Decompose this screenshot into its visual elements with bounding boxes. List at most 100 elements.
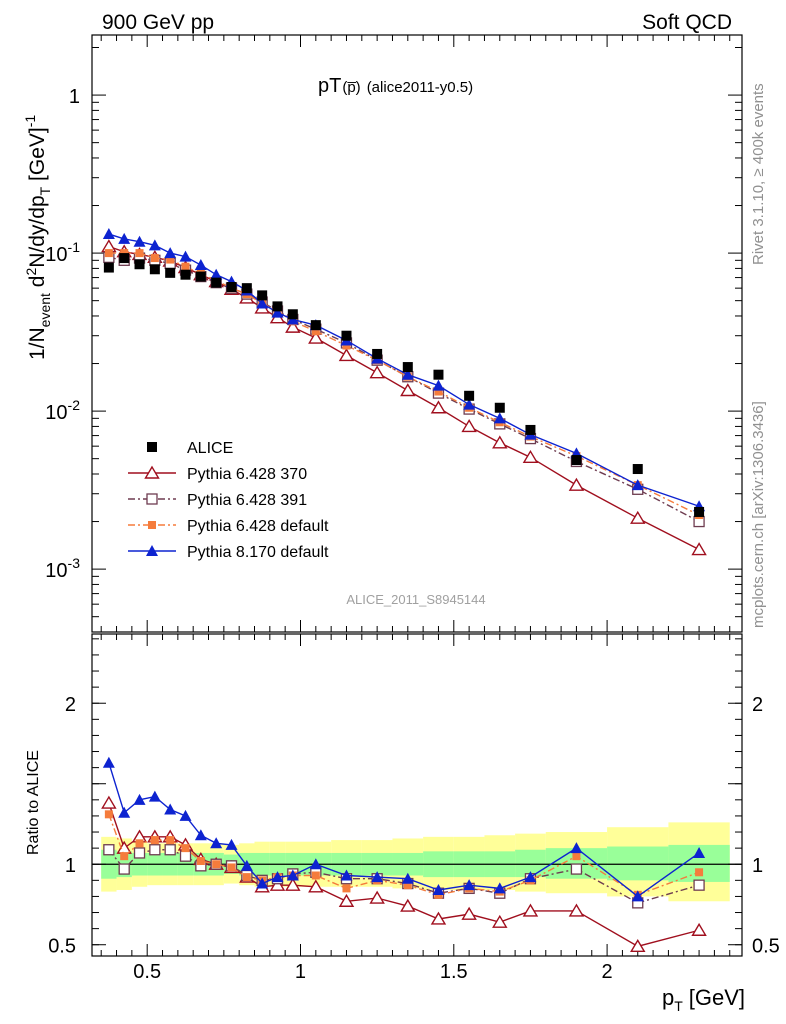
marker-open-triangle (630, 510, 646, 524)
marker-filled-square (227, 863, 236, 872)
marker-filled-square (272, 301, 283, 312)
marker-open-triangle (400, 383, 416, 397)
plot-title-sub: (p̅) (342, 79, 360, 96)
y-axis-label: 1/Nevent d2N/dy/dpT [GeV]-1 (22, 115, 53, 360)
marker-filled-square (181, 844, 190, 853)
marker-filled-triangle (256, 877, 269, 889)
marker-open-triangle (492, 914, 508, 928)
marker-filled-triangle (570, 842, 583, 854)
marker-open-triangle (568, 903, 585, 917)
marker-open-triangle (691, 542, 707, 556)
marker-filled-square (242, 873, 251, 882)
ratio-y-tick-label: 1 (65, 855, 76, 877)
marker-filled-square (571, 455, 582, 466)
marker-filled-triangle (133, 793, 146, 805)
rivet-label: Rivet 3.1.10, ≥ 400k events (750, 83, 767, 265)
legend-label: Pythia 6.428 default (187, 518, 329, 535)
marker-open-triangle (522, 903, 539, 917)
marker-filled-square (212, 860, 221, 869)
y-tick-label: 1 (69, 86, 80, 108)
marker-filled-square (433, 369, 444, 380)
marker-filled-triangle (463, 879, 476, 891)
marker-filled-square (494, 402, 505, 413)
marker-filled-square (311, 871, 320, 880)
marker-open-square (570, 863, 583, 875)
marker-filled-triangle (194, 259, 207, 271)
marker-filled-triangle (631, 890, 644, 902)
plot-title-main: pT (318, 75, 341, 97)
marker-filled-triangle (118, 232, 131, 244)
marker-open-triangle (461, 906, 477, 920)
ratio-y-tick-label: 0.5 (48, 936, 76, 958)
x-tick-label: 0.5 (133, 961, 161, 983)
plot-title: pT(p̅) (alice2011-y0.5) (318, 75, 473, 97)
marker-filled-triangle (118, 806, 131, 818)
marker-filled-triangle (493, 882, 506, 894)
marker-open-triangle (492, 435, 508, 449)
marker-filled-square (211, 277, 222, 288)
marker-filled-square (134, 259, 145, 270)
y-tick-label: 10-2 (45, 397, 80, 424)
marker-filled-triangle (371, 871, 384, 883)
marker-filled-square (257, 290, 268, 301)
marker-filled-triangle (179, 809, 192, 821)
main-frame (91, 34, 743, 633)
marker-open-triangle (101, 795, 117, 809)
marker-filled-square (196, 857, 205, 866)
marker-filled-square (181, 262, 190, 271)
marker-filled-triangle (401, 872, 414, 884)
marker-open-triangle (691, 922, 707, 936)
main-plot-panel: 1 10-1 10-2 10-3 (45, 34, 743, 633)
marker-filled-square (104, 810, 113, 819)
main-series (103, 253, 705, 517)
marker-filled-square (342, 884, 351, 893)
marker-filled-square (166, 255, 175, 264)
marker-filled-square (147, 442, 157, 452)
marker-filled-square (150, 836, 159, 845)
marker-filled-square (287, 309, 298, 320)
marker-open-triangle (369, 890, 385, 904)
marker-filled-triangle (271, 871, 284, 883)
marker-filled-square (166, 836, 175, 845)
marker-filled-square (135, 249, 144, 258)
legend-label: ALICE (187, 440, 233, 457)
x-tick-label: 1 (295, 961, 306, 983)
marker-filled-triangle (164, 247, 177, 259)
mcplots-label: mcplots.cern.ch [arXiv:1306.3436] (750, 401, 767, 628)
marker-filled-square (135, 839, 144, 848)
legend: ALICE Pythia 6.428 370 Pythia 6.428 391 Pyt… (128, 440, 329, 561)
marker-filled-triangle (225, 838, 238, 850)
marker-filled-triangle (286, 869, 299, 881)
marker-filled-square (310, 320, 321, 331)
marker-open-triangle (522, 449, 539, 464)
marker-filled-square (195, 271, 206, 282)
analysis-watermark: ALICE_2011_S8945144 (346, 592, 485, 607)
marker-filled-square (241, 283, 252, 294)
marker-filled-triangle (401, 368, 414, 380)
marker-filled-triangle (164, 803, 177, 815)
marker-filled-square (632, 464, 643, 475)
marker-open-triangle (568, 477, 585, 491)
marker-open-triangle (369, 365, 385, 379)
marker-open-triangle (338, 348, 355, 362)
ratio-y-tick-label-right: 0.5 (752, 936, 780, 958)
marker-open-triangle (269, 877, 286, 891)
marker-filled-square (342, 341, 351, 350)
marker-filled-square (695, 868, 704, 877)
legend-label: Pythia 8.170 default (187, 544, 329, 561)
marker-open-triangle (308, 330, 324, 344)
marker-filled-triangle (432, 379, 445, 391)
marker-filled-triangle (256, 297, 269, 309)
marker-open-triangle (285, 319, 301, 333)
y-tick-label: 10-3 (45, 555, 80, 582)
ratio-frame (91, 633, 743, 957)
marker-open-square (146, 493, 158, 505)
marker-filled-triangle (432, 883, 445, 895)
marker-open-triangle (338, 893, 355, 907)
ratio-y-tick-label-right: 2 (752, 694, 763, 716)
plot-title-tag: (alice2011-y0.5) (367, 79, 473, 96)
marker-filled-triangle (148, 790, 161, 802)
marker-filled-triangle (309, 858, 322, 870)
marker-open-square (133, 847, 146, 859)
